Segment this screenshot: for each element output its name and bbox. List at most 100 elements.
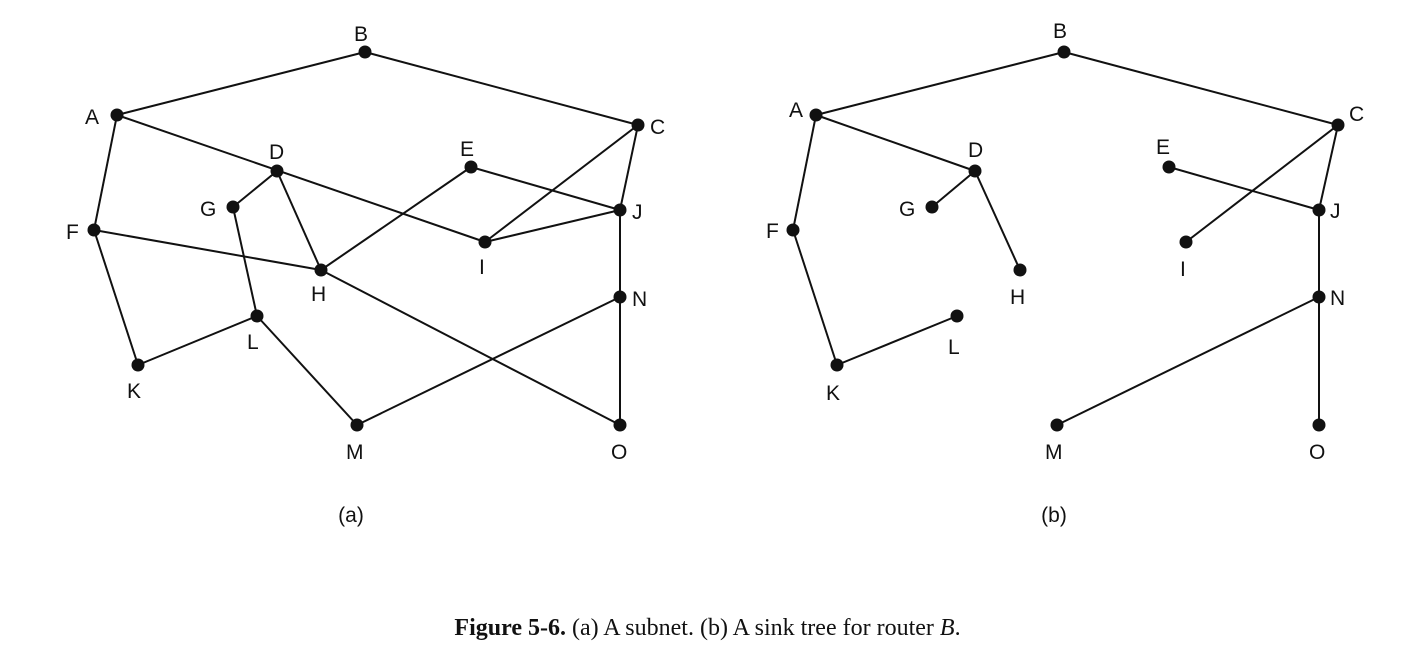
node-D [968,164,982,178]
edge-F-H [93,229,322,271]
node-label-J: J [1330,200,1341,223]
edge-N-M [1056,296,1320,426]
node-E [1162,160,1176,174]
node-G [925,200,939,214]
node-label-H: H [311,283,326,306]
node-N [613,290,627,304]
node-label-L: L [247,331,259,354]
caption-end: . [954,615,961,641]
edge-C-J [619,124,639,211]
edge-A-B [815,51,1065,116]
edge-F-K [93,229,139,366]
node-label-J: J [632,201,643,224]
node-B [1057,45,1071,59]
edge-F-K [792,229,838,366]
panel-b-label: (b) [1041,504,1067,527]
node-H [1013,263,1027,277]
node-L [950,309,964,323]
node-label-N: N [632,288,647,311]
edge-D-G [931,170,976,208]
node-label-F: F [766,220,779,243]
node-label-M: M [1045,441,1063,464]
edge-A-D [815,114,976,172]
node-F [87,223,101,237]
node-label-E: E [460,138,474,161]
edge-C-J [1318,124,1339,211]
edge-E-J [470,166,621,211]
caption-router: B [939,615,955,641]
node-label-I: I [1180,258,1186,281]
edge-A-I [116,114,486,243]
node-B [358,45,372,59]
panel-a-label: (a) [338,504,364,527]
edge-L-M [256,315,358,426]
figure-caption: Figure 5-6. (a) A subnet. (b) A sink tre… [0,615,1415,642]
edge-D-H [276,170,322,271]
node-K [830,358,844,372]
node-label-A: A [85,106,99,129]
node-M [1050,418,1064,432]
edge-E-H [320,166,472,271]
caption-text: (a) A subnet. (b) A sink tree for router [565,615,940,641]
node-D [270,164,284,178]
node-label-E: E [1156,136,1170,159]
edge-D-H [974,170,1021,271]
node-C [1331,118,1345,132]
node-label-B: B [1053,20,1067,43]
node-label-G: G [200,198,216,221]
node-label-D: D [269,141,284,164]
node-J [1312,203,1326,217]
node-E [464,160,478,174]
node-A [809,108,823,122]
node-O [613,418,627,432]
node-O [1312,418,1326,432]
node-label-B: B [354,23,368,46]
edge-K-L [836,315,958,366]
node-label-M: M [346,441,364,464]
node-label-K: K [826,382,840,405]
node-G [226,200,240,214]
edge-E-J [1168,166,1320,211]
node-label-O: O [611,441,627,464]
edge-M-N [356,296,621,426]
edge-A-F [93,114,118,231]
caption-number: Figure 5-6. [454,615,566,641]
edge-K-L [137,315,258,366]
node-F [786,223,800,237]
node-I [478,235,492,249]
node-M [350,418,364,432]
node-label-H: H [1010,286,1025,309]
node-label-N: N [1330,287,1345,310]
edge-D-G [232,170,278,208]
node-label-K: K [127,380,141,403]
panel-b-sink-tree: A B C D E F G H I J K L M N O [766,20,1364,464]
node-label-D: D [968,139,983,162]
node-label-I: I [479,256,485,279]
node-H [314,263,328,277]
node-label-A: A [789,99,803,122]
node-I [1179,235,1193,249]
node-N [1312,290,1326,304]
node-label-C: C [1349,103,1364,126]
edge-A-F [792,114,817,231]
node-L [250,309,264,323]
node-label-F: F [66,221,79,244]
panel-a-subnet: A B C D E F G H I J K L M N O [66,23,665,464]
node-label-C: C [650,116,665,139]
node-C [631,118,645,132]
edge-A-B [116,51,366,116]
edge-B-C [1063,51,1339,126]
edge-G-L [232,206,258,317]
node-label-G: G [899,198,915,221]
edge-C-I [1185,124,1339,243]
edge-C-I [484,124,639,243]
node-label-L: L [948,336,960,359]
edge-B-C [364,51,639,126]
edge-I-J [484,209,621,243]
edge-H-O [320,269,621,426]
node-J [613,203,627,217]
node-K [131,358,145,372]
node-label-O: O [1309,441,1325,464]
node-A [110,108,124,122]
